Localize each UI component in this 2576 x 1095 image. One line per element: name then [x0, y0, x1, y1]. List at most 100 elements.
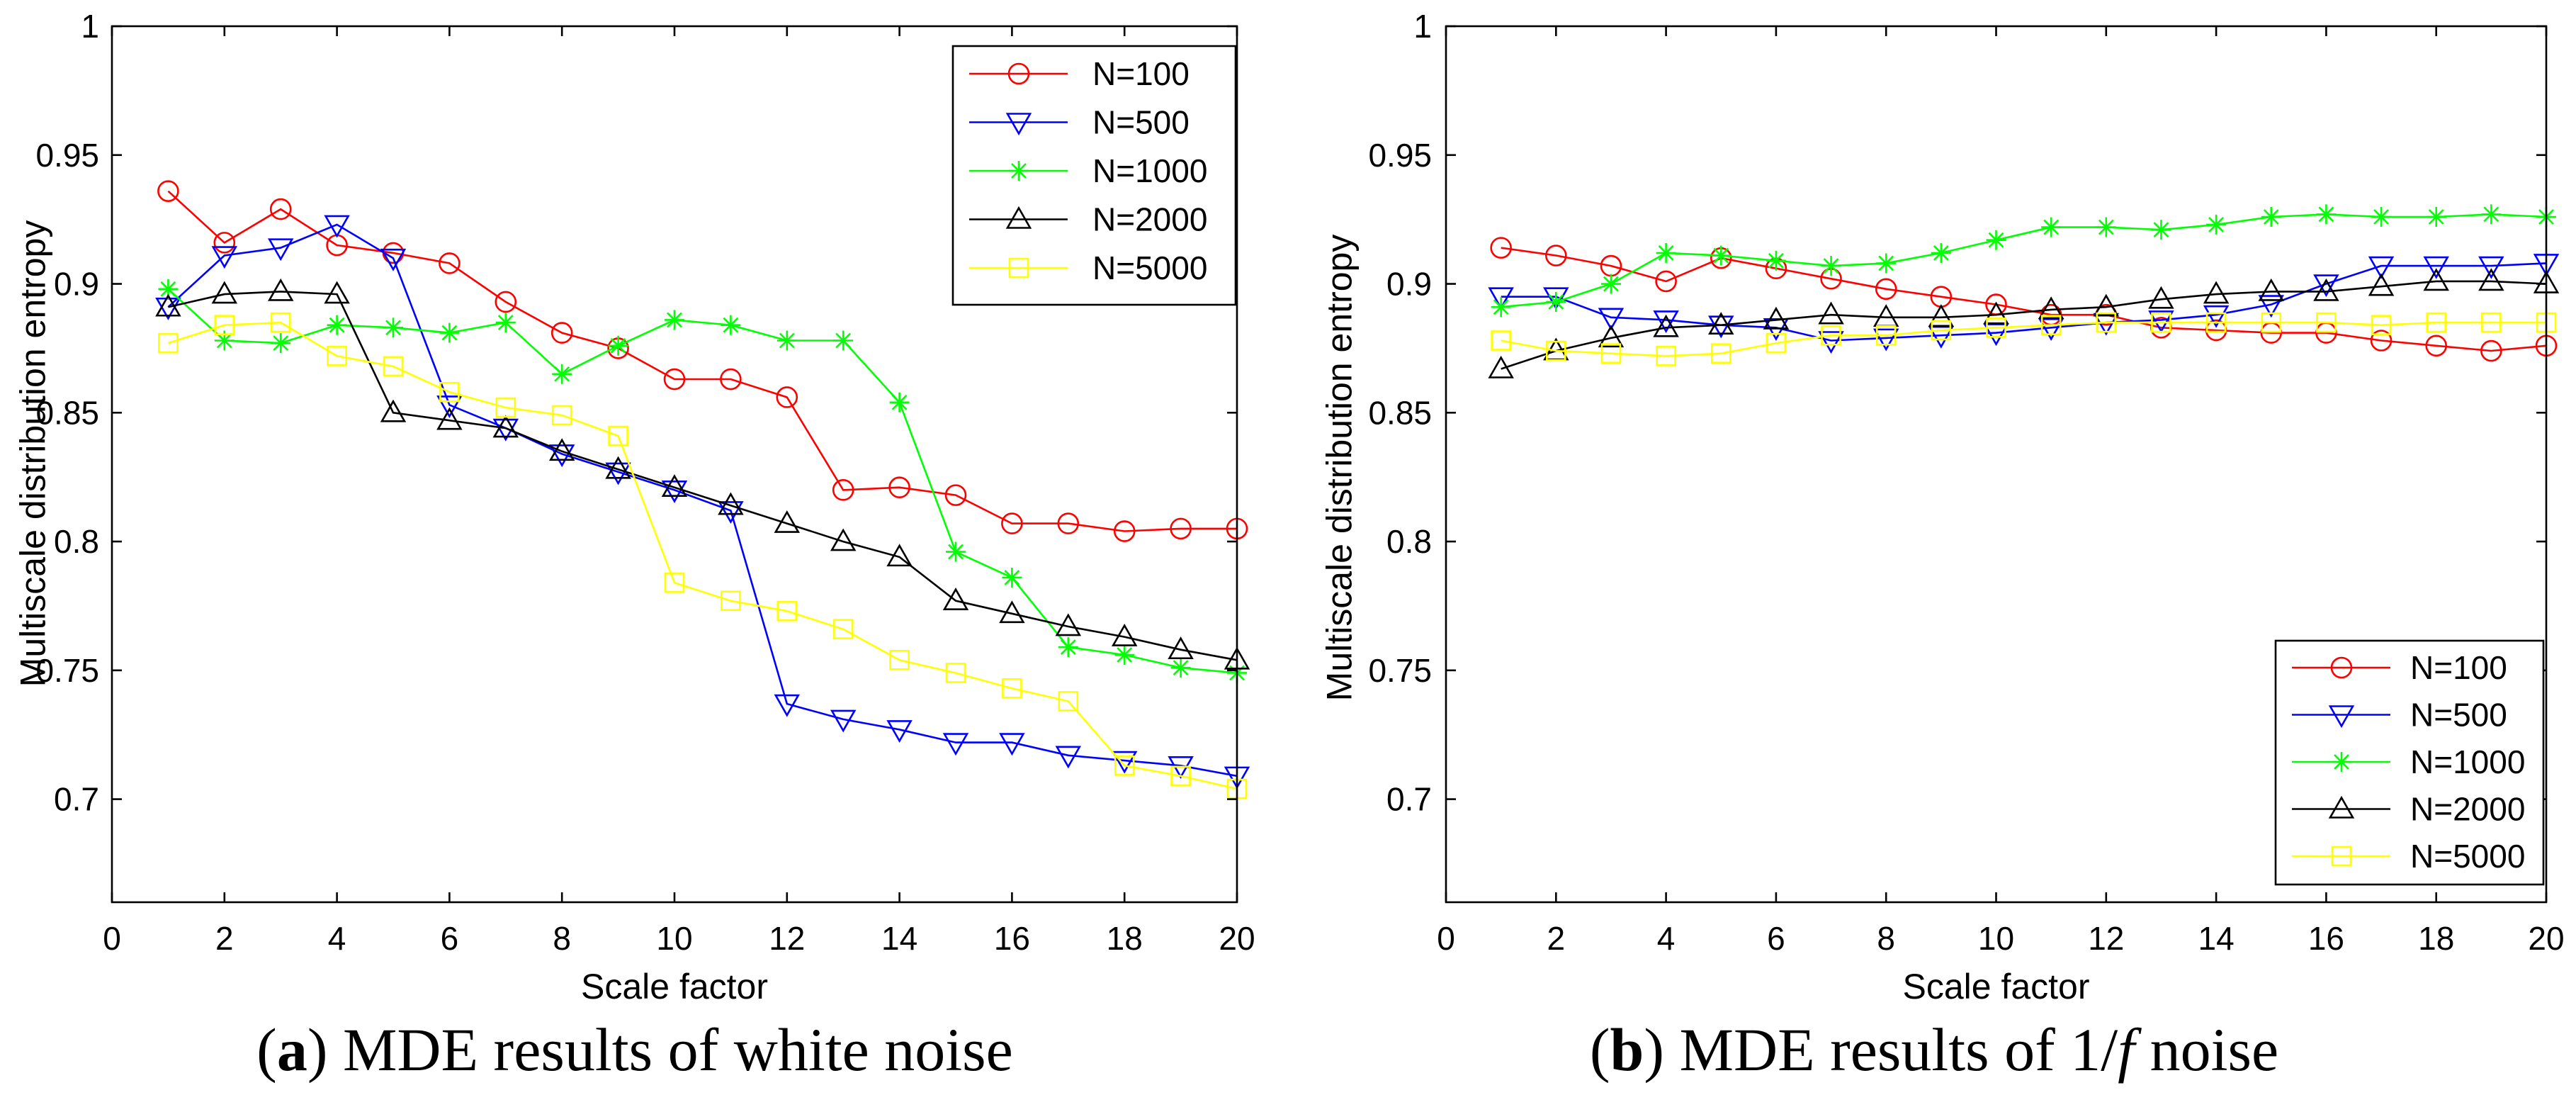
- data-point-n-100: [1057, 512, 1080, 534]
- data-point-n-100: [550, 322, 573, 344]
- asterisk-stroke: [891, 394, 908, 410]
- data-point-n-500: [2148, 310, 2174, 334]
- data-point-n-100: [495, 291, 517, 313]
- caption-b: (b) MDE results of 1/f noise: [1590, 1016, 2278, 1084]
- y-tick-label: 0.95: [35, 137, 99, 174]
- x-tick-label: 4: [1657, 920, 1676, 957]
- y-tick-label: 0.95: [1368, 137, 1432, 174]
- asterisk-stroke: [1011, 163, 1027, 179]
- asterisk-stroke: [1493, 299, 1509, 315]
- data-point-n-2000: [267, 278, 294, 301]
- asterisk-stroke: [2318, 206, 2334, 223]
- asterisk-stroke: [610, 337, 626, 354]
- data-point-n-500: [1111, 751, 1138, 774]
- data-point-n-5000: [1986, 318, 2006, 338]
- legend-marker: [2328, 705, 2355, 729]
- data-point-n-1000: [552, 364, 572, 384]
- asterisk-stroke: [441, 325, 458, 341]
- data-point-n-100: [832, 479, 854, 501]
- y-axis-label: Multiscale distribution entropy: [13, 220, 53, 687]
- data-point-n-2000: [1763, 306, 1790, 330]
- data-point-n-500: [2313, 274, 2339, 298]
- data-point-n-2000: [2478, 268, 2504, 291]
- data-point-n-2000: [942, 588, 969, 610]
- data-point-n-5000: [1491, 330, 1511, 351]
- asterisk-stroke: [216, 332, 232, 349]
- data-point-n-5000: [2151, 312, 2171, 333]
- data-point-n-5000: [1766, 332, 1787, 354]
- data-point-n-500: [2423, 256, 2449, 279]
- data-point-n-500: [2368, 256, 2395, 279]
- asterisk-stroke: [273, 335, 289, 352]
- data-point-n-1000: [1711, 245, 1732, 266]
- data-point-n-2000: [1488, 355, 1514, 378]
- data-point-n-1000: [2096, 217, 2116, 237]
- data-point-n-2000: [999, 600, 1025, 624]
- legend-box: [951, 45, 1237, 306]
- data-point-n-1000: [383, 318, 403, 338]
- legend-marker: [2330, 656, 2353, 679]
- data-point-n-2000: [2368, 273, 2395, 296]
- data-point-n-500: [718, 501, 744, 524]
- data-point-n-5000: [2096, 312, 2117, 333]
- asterisk-stroke: [948, 544, 964, 560]
- x-tick-label: 2: [215, 920, 234, 957]
- data-point-n-2000: [2038, 296, 2064, 320]
- data-point-n-500: [1818, 331, 1844, 354]
- data-point-n-500: [436, 395, 463, 419]
- data-point-n-500: [942, 733, 969, 756]
- data-point-n-1000: [2371, 207, 2392, 228]
- data-point-n-100: [663, 368, 686, 391]
- data-point-n-500: [211, 246, 238, 269]
- caption-b-text: ) MDE results of 1/: [1644, 1016, 2118, 1084]
- caption-a-label: a: [277, 1016, 307, 1084]
- legend-label: N=100: [1092, 55, 1190, 92]
- data-point-n-2000: [1708, 312, 1734, 335]
- asterisk-stroke: [1004, 570, 1020, 585]
- asterisk-stroke: [1713, 247, 1729, 264]
- data-point-n-2000: [2093, 293, 2120, 317]
- data-point-n-1000: [2206, 214, 2227, 235]
- legend-label: N=5000: [1092, 249, 1207, 286]
- x-tick-label: 20: [2528, 920, 2564, 957]
- legend-label: N=5000: [2410, 838, 2525, 875]
- asterisk-stroke: [1173, 660, 1189, 676]
- data-point-n-1000: [271, 333, 291, 354]
- asterisk-stroke: [2098, 219, 2114, 235]
- y-tick-label: 0.7: [54, 781, 99, 818]
- legend-entry-n-500: N=500: [2292, 697, 2507, 734]
- data-point-n-1000: [1656, 242, 1676, 263]
- data-point-n-500: [605, 462, 631, 485]
- data-point-n-1000: [1002, 567, 1022, 588]
- asterisk-stroke: [329, 317, 345, 333]
- data-point-n-2000: [1983, 301, 2009, 325]
- data-point-n-2000: [1055, 613, 1082, 636]
- data-point-n-5000: [2371, 315, 2392, 335]
- data-point-n-2000: [380, 399, 407, 422]
- series-line-n-2000: [168, 291, 1238, 661]
- data-point-n-5000: [158, 332, 179, 354]
- asterisk-stroke: [554, 366, 570, 382]
- legend-label: N=1000: [1092, 152, 1207, 189]
- y-tick-label: 0.85: [1368, 394, 1432, 431]
- data-point-n-2000: [774, 510, 801, 533]
- x-tick-label: 0: [103, 920, 121, 957]
- caption-b-open: (: [1590, 1016, 1610, 1084]
- data-point-n-5000: [1170, 765, 1191, 787]
- x-axis-label: Scale factor: [581, 967, 768, 1006]
- data-point-n-1000: [1058, 637, 1078, 658]
- asterisk-stroke: [667, 312, 682, 328]
- legend-marker: [1005, 113, 1032, 136]
- data-point-n-2000: [1928, 304, 1955, 327]
- data-point-n-1000: [665, 310, 684, 330]
- data-point-n-1000: [608, 335, 628, 356]
- data-point-n-1000: [1170, 658, 1191, 678]
- asterisk-stroke: [1768, 252, 1784, 269]
- data-point-n-1000: [439, 322, 460, 343]
- data-point-n-5000: [2261, 312, 2282, 333]
- data-point-n-500: [886, 720, 913, 743]
- x-tick-label: 20: [1219, 920, 1255, 957]
- data-point-n-500: [830, 709, 857, 733]
- data-point-n-100: [1170, 517, 1192, 540]
- data-point-n-500: [1872, 328, 1899, 352]
